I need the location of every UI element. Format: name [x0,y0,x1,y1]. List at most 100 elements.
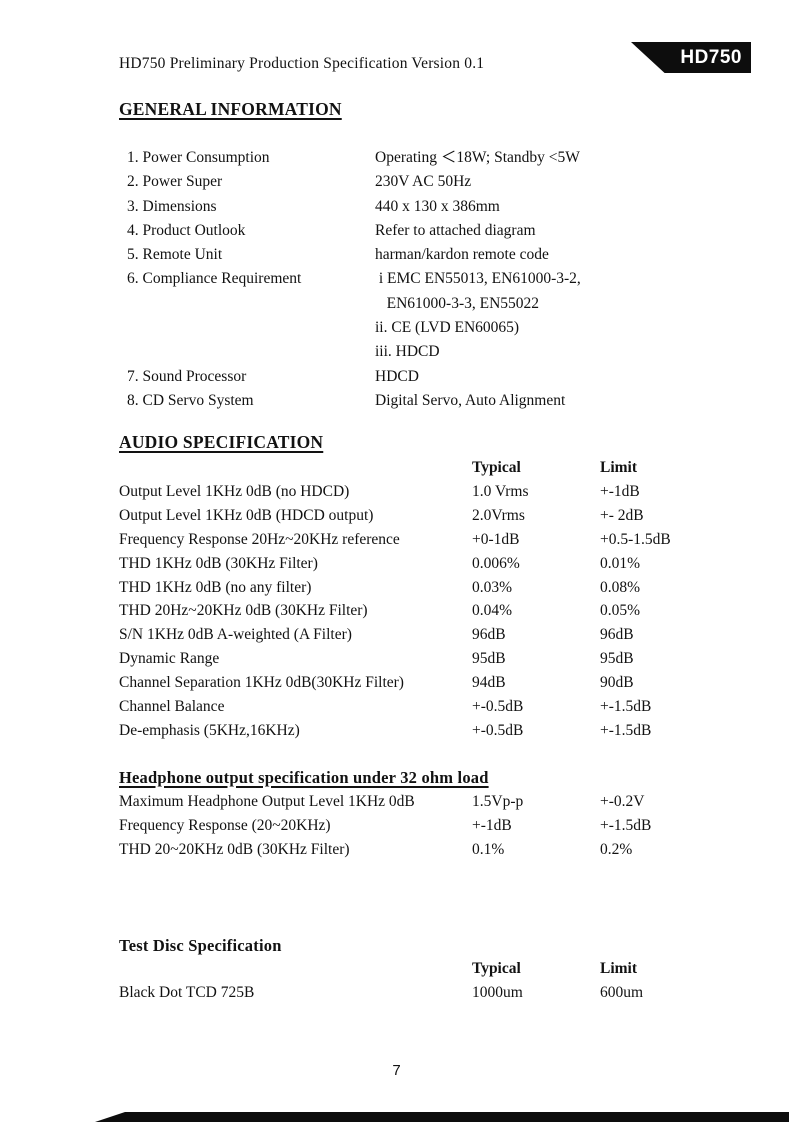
general-info-row: 4. Product Outlook Refer to attached diag… [127,219,747,243]
general-info-label: 7. Sound Processor [127,367,247,385]
cell-limit: +- 2dB [600,506,644,524]
cell-limit: 96dB [600,626,634,644]
cell-label: THD 1KHz 0dB (no any filter) [119,578,312,596]
header-cell-typical: Typical [472,459,521,476]
general-info-label: 3. Dimensions [127,197,217,215]
cell-typical: 94dB [472,674,506,692]
cell-label: Dynamic Range [119,650,220,668]
cell-typical: 0.1% [472,841,505,859]
cell-typical: 1000um [472,984,523,1001]
header-cell-typical: Typical [472,960,521,977]
headphone-spec-table: Maximum Headphone Output Level 1KHz 0dB 1… [119,790,779,863]
page-number: 7 [392,1062,401,1079]
general-information-heading: GENERAL INFORMATION [119,99,342,119]
general-info-value-line: 440 x 130 x 386mm [375,197,500,215]
general-info-value-line: EN61000-3-3, EN55022 [375,294,540,312]
table-row: De-emphasis (5KHz,16KHz) +-0.5dB +-1.5dB [119,719,779,743]
table-row: Frequency Response 20Hz~20KHz reference +… [119,528,779,552]
cell-typical: 1.5Vp-p [472,793,524,810]
general-info-value-line: ii. CE (LVD EN60065) [375,319,520,337]
general-info-label: 5. Remote Unit [127,246,223,264]
test-disc-table-header: Typical Limit [119,957,779,981]
general-info-value-line: i EMC EN55013, EN61000-3-2, [375,270,581,288]
cell-label: Output Level 1KHz 0dB (no HDCD) [119,482,350,500]
cell-label: Black Dot TCD 725B [119,984,255,1001]
model-badge: HD750 [631,42,751,73]
general-info-value: i EMC EN55013, EN61000-3-2, EN61000-3-3,… [375,267,581,364]
cell-typical: 0.04% [472,602,513,620]
model-badge-label: HD750 [680,46,742,68]
general-info-row: 3. Dimensions 440 x 130 x 386mm [127,195,747,219]
general-info-value-line: iii. HDCD [375,343,440,361]
table-row: THD 20~20KHz 0dB (30KHz Filter) 0.1% 0.2% [119,838,779,862]
table-row: S/N 1KHz 0dB A-weighted (A Filter) 96dB 96… [119,623,779,647]
header-cell-limit: Limit [600,459,638,476]
cell-limit: +-1.5dB [600,698,652,716]
test-disc-table: Typical Limit Black Dot TCD 725B 1000um 60… [119,957,779,1005]
audio-specification-table: Typical Limit Output Level 1KHz 0dB (no … [119,456,779,743]
table-row: THD 20Hz~20KHz 0dB (30KHz Filter) 0.04% 0.… [119,599,779,623]
cell-typical: 0.03% [472,578,513,596]
table-row: Channel Separation 1KHz 0dB(30KHz Filter… [119,671,779,695]
cell-limit: +-1.5dB [600,721,652,739]
general-info-label: 2. Power Super [127,173,223,191]
general-info-row: 1. Power Consumption Operating ＜18W; Stan… [127,146,747,170]
cell-typical: 2.0Vrms [472,506,525,524]
table-row: Output Level 1KHz 0dB (HDCD output) 2.0Vr… [119,504,779,528]
general-info-value: 440 x 130 x 386mm [375,195,500,219]
general-info-value: harman/kardon remote code [375,243,549,267]
table-row: Channel Balance +-0.5dB +-1.5dB [119,695,779,719]
cell-typical: +-0.5dB [472,721,524,739]
general-info-label: 8. CD Servo System [127,391,254,409]
general-info-value: HDCD [375,365,419,389]
cell-typical: +0-1dB [472,530,520,548]
cell-label: Maximum Headphone Output Level 1KHz 0dB [119,793,415,810]
cell-typical: 1.0 Vrms [472,482,529,500]
general-info-row: 7. Sound Processor HDCD [127,365,747,389]
cell-limit: 0.01% [600,554,641,572]
audio-specification-heading: AUDIO SPECIFICATION [119,432,324,452]
cell-typical: +-0.5dB [472,698,524,716]
cell-limit: 600um [600,984,644,1001]
general-info-value-line: Operating ＜18W; Standby <5W [375,149,580,166]
general-info-value: 230V AC 50Hz [375,170,471,194]
general-info-value: Operating ＜18W; Standby <5W [375,146,580,170]
table-row: Black Dot TCD 725B 1000um 600um [119,981,779,1005]
cell-limit: +-1.5dB [600,817,652,835]
table-row: Dynamic Range 95dB 95dB [119,647,779,671]
table-row: Output Level 1KHz 0dB (no HDCD) 1.0 Vrms +… [119,480,779,504]
general-info-value-line: 230V AC 50Hz [375,173,472,191]
table-row: THD 1KHz 0dB (30KHz Filter) 0.006% 0.01% [119,552,779,576]
headphone-spec-heading: Headphone output specification under 32 … [119,768,489,787]
cell-limit: +-0.2V [600,793,645,810]
cell-label: Frequency Response (20~20KHz) [119,817,331,835]
general-info-value-line: HDCD [375,367,419,385]
footer-bar [95,1112,789,1122]
cell-label: Frequency Response 20Hz~20KHz reference [119,530,400,548]
cell-label: Channel Separation 1KHz 0dB(30KHz Filter… [119,674,404,692]
general-info-row: 8. CD Servo System Digital Servo, Auto Al… [127,389,747,413]
cell-label: Output Level 1KHz 0dB (HDCD output) [119,506,374,524]
test-disc-heading: Test Disc Specification [119,936,282,955]
cell-limit: 0.05% [600,602,641,620]
general-information-list: 1. Power Consumption Operating ＜18W; Stan… [127,146,747,413]
cell-typical: 0.006% [472,554,520,572]
document-title: HD750 Preliminary Production Specificati… [119,55,485,72]
table-row: THD 1KHz 0dB (no any filter) 0.03% 0.08% [119,576,779,600]
general-info-value-line: Refer to attached diagram [375,221,536,239]
cell-limit: 95dB [600,650,634,668]
table-row: Maximum Headphone Output Level 1KHz 0dB 1… [119,790,779,814]
general-info-value: Refer to attached diagram [375,219,536,243]
cell-label: S/N 1KHz 0dB A-weighted (A Filter) [119,626,352,644]
cell-limit: +0.5-1.5dB [600,530,671,548]
general-info-row: 5. Remote Unit harman/kardon remote code [127,243,747,267]
general-info-row: 6. Compliance Requirement i EMC EN55013,… [127,267,747,364]
cell-label: Channel Balance [119,698,225,716]
cell-limit: 0.08% [600,578,641,596]
cell-typical: 96dB [472,626,506,644]
general-info-value-line: Digital Servo, Auto Alignment [375,391,566,409]
cell-label: De-emphasis (5KHz,16KHz) [119,721,300,739]
general-info-value-line: harman/kardon remote code [375,246,549,264]
audio-table-header: Typical Limit [119,456,779,480]
